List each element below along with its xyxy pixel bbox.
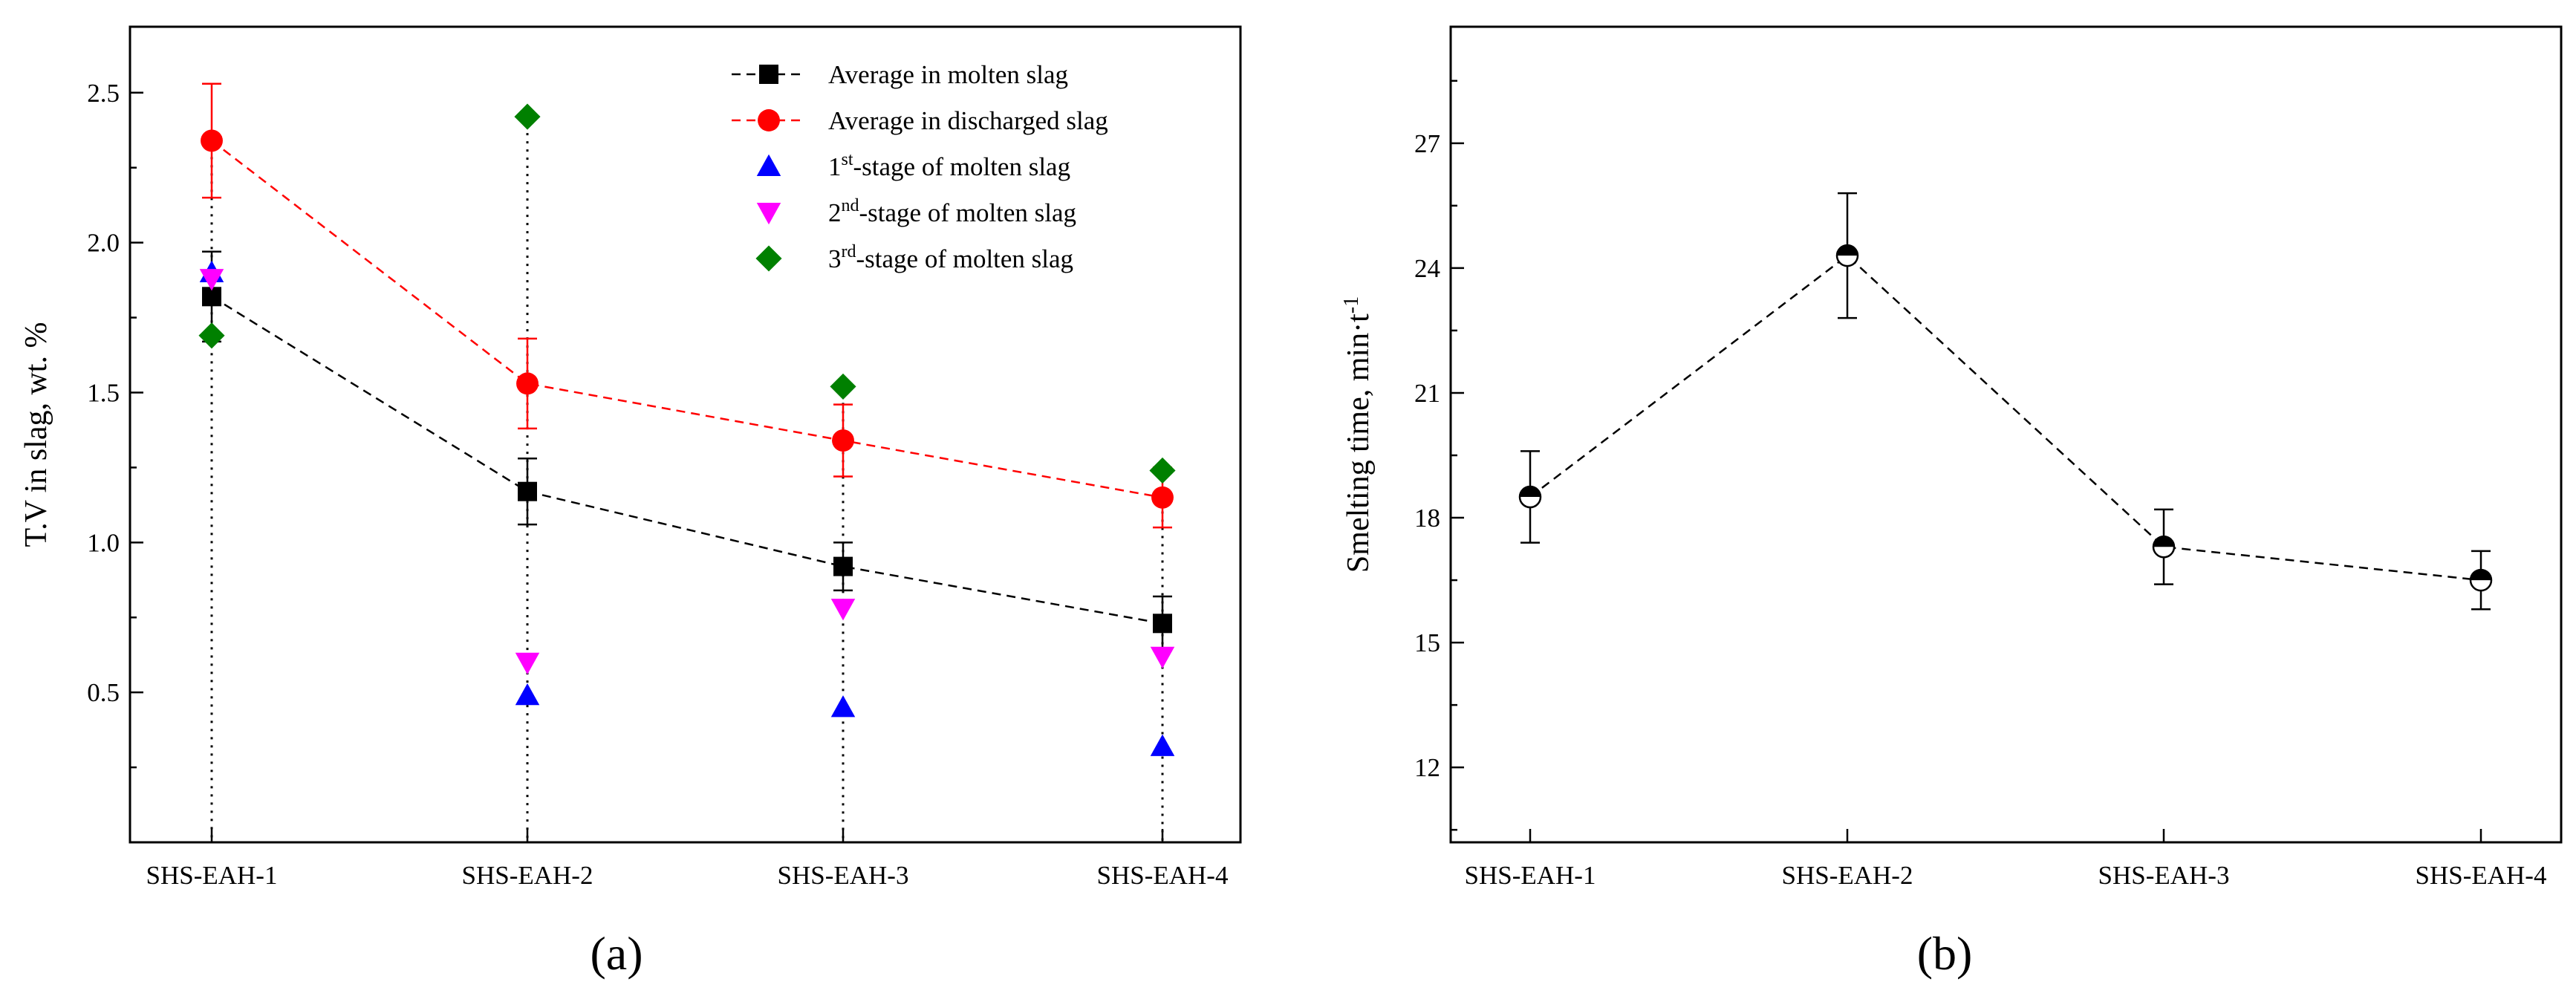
data-point — [1149, 457, 1176, 484]
data-point — [1518, 485, 1542, 509]
legend-marker — [756, 154, 781, 176]
data-point — [1150, 734, 1175, 756]
chart-a-ticks: 0.5 1.0 1.5 2.0 2.5 SHS-EAH-1 SHS-EAH-2 SHS-EAH… — [87, 79, 1228, 890]
series-line — [1529, 254, 2482, 582]
y-tick-label: 0.5 — [87, 678, 120, 707]
chart-b-ylabel-sup: -1 — [1340, 296, 1363, 313]
legend-entry-discharged: Average in discharged slag — [732, 106, 1108, 135]
chart-a-series — [198, 82, 1176, 756]
legend-label-num: 1 — [828, 152, 842, 181]
data-point — [198, 322, 225, 349]
legend-entry-stage2: 2nd-stage of molten slag — [756, 196, 1076, 227]
legend-entry-stage3: 3rd-stage of molten slag — [755, 242, 1073, 273]
data-point — [830, 599, 856, 621]
y-tick-label: 15 — [1414, 628, 1440, 657]
legend-label: Average in molten slag — [828, 60, 1068, 89]
legend-label: 1st-stage of molten slag — [828, 150, 1070, 181]
data-point — [201, 129, 223, 152]
data-point — [518, 481, 537, 501]
y-tick-label: 2.5 — [87, 79, 120, 108]
y-tick-label: 21 — [1414, 379, 1440, 408]
chart-a-ylabel: T.V in slag, wt. % — [19, 322, 53, 547]
series-molten — [202, 250, 1172, 651]
data-point — [830, 373, 856, 400]
chart-a-dotted-lines — [210, 117, 1164, 842]
x-tick-label: SHS-EAH-1 — [146, 861, 278, 890]
chart-b-ticks: 12 15 18 21 24 27 SHS-EAH-1 SHS-EAH-2 SHS-EAH-3 S… — [1414, 79, 2547, 890]
y-tick-label: 2.0 — [87, 229, 120, 258]
data-point — [2152, 536, 2176, 559]
legend-entry-molten: Average in molten slag — [732, 60, 1068, 89]
legend-marker — [759, 65, 778, 84]
y-tick-label: 24 — [1414, 254, 1440, 283]
y-tick-label: 18 — [1414, 504, 1440, 533]
legend-label-rest: -stage of molten slag — [859, 198, 1077, 227]
legend-label-sup: st — [842, 150, 853, 169]
x-tick-label: SHS-EAH-3 — [778, 861, 909, 890]
legend-entry-stage1: 1st-stage of molten slag — [756, 150, 1070, 181]
data-point — [2469, 568, 2493, 592]
x-tick-label: SHS-EAH-2 — [462, 861, 593, 890]
data-point — [1150, 646, 1175, 668]
marker-half-fill — [2153, 536, 2174, 547]
x-tick-label: SHS-EAH-3 — [2098, 861, 2230, 890]
chart-a: 0.5 1.0 1.5 2.0 2.5 SHS-EAH-1 SHS-EAH-2 SHS-EAH… — [19, 25, 1242, 980]
legend-label: 2nd-stage of molten slag — [828, 196, 1076, 227]
marker-half-fill — [1520, 487, 1541, 498]
data-point — [514, 103, 541, 130]
series-line — [211, 140, 1163, 499]
series-discharged — [201, 82, 1174, 529]
legend-label-rest: -stage of molten slag — [856, 244, 1074, 273]
x-tick-label: SHS-EAH-4 — [2416, 861, 2547, 890]
series-stage3 — [198, 103, 1176, 484]
chart-a-legend: Average in molten slag Average in dischar… — [732, 60, 1108, 273]
data-point — [832, 429, 854, 452]
legend-label: Average in discharged slag — [828, 106, 1108, 135]
y-tick-label: 27 — [1414, 129, 1440, 158]
chart-b-series — [1518, 192, 2493, 611]
y-tick-label: 12 — [1414, 753, 1440, 782]
legend-label-num: 2 — [828, 198, 842, 227]
data-point — [515, 652, 540, 675]
x-tick-label: SHS-EAH-1 — [1465, 861, 1596, 890]
chart-b-panel-label: (b) — [1917, 927, 1973, 980]
data-point — [1153, 614, 1172, 634]
marker-half-fill — [2471, 570, 2491, 581]
data-point — [515, 683, 540, 706]
chart-b-ylabel-main: Smelting time, min·t — [1341, 313, 1376, 573]
legend-label-num: 3 — [828, 244, 842, 273]
marker-half-fill — [1837, 245, 1858, 256]
series-stage2 — [199, 269, 1175, 675]
x-tick-label: SHS-EAH-4 — [1097, 861, 1229, 890]
chart-a-frame — [129, 25, 1242, 844]
legend-label-sup: rd — [842, 242, 856, 261]
legend-marker — [755, 245, 782, 272]
chart-a-panel-label: (a) — [590, 927, 643, 980]
data-point — [833, 556, 853, 576]
series-smelting-time — [1518, 192, 2493, 611]
y-tick-label: 1.5 — [87, 378, 120, 407]
data-point — [830, 695, 856, 718]
chart-b-frame — [1449, 25, 2563, 844]
y-tick-label: 1.0 — [87, 528, 120, 557]
legend-marker — [758, 109, 780, 131]
chart-b-ylabel: Smelting time, min·t-1 — [1340, 296, 1376, 573]
series-stage1 — [199, 260, 1175, 756]
data-point — [199, 269, 224, 291]
legend-marker — [756, 203, 781, 225]
legend-label: 3rd-stage of molten slag — [828, 242, 1073, 273]
data-point — [1151, 486, 1174, 509]
data-point — [516, 372, 539, 395]
legend-label-sup: nd — [842, 196, 859, 215]
data-point — [1835, 244, 1859, 267]
chart-b: 12 15 18 21 24 27 SHS-EAH-1 SHS-EAH-2 SHS-EAH-3 S… — [1340, 25, 2563, 980]
series-line — [211, 296, 1163, 625]
x-tick-label: SHS-EAH-2 — [1782, 861, 1913, 890]
legend-label-rest: -stage of molten slag — [853, 152, 1071, 181]
